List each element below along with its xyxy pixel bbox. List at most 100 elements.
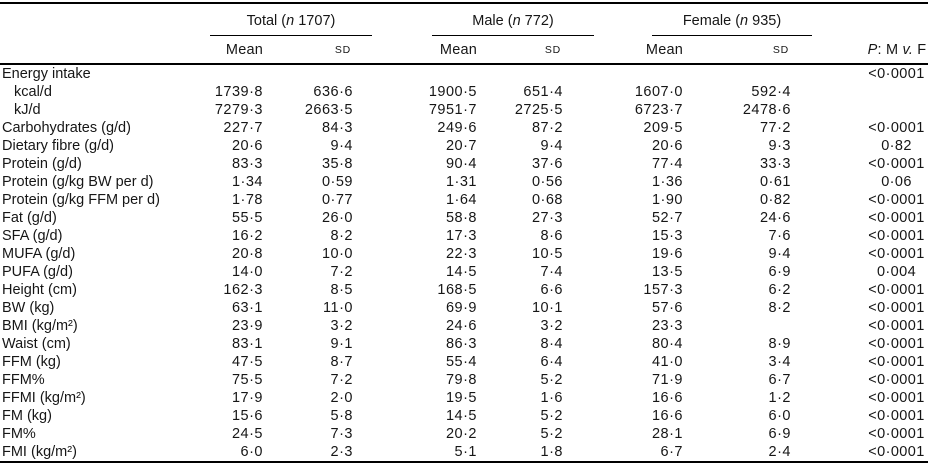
cell-male-sd: 87·2 <box>531 120 563 136</box>
group-header-row: Total (n 1707) Male (n 772) Female (n 93… <box>0 3 928 36</box>
cell-total-sd: 9·4 <box>330 138 353 154</box>
table-row: kcal/d 1739·8 636·6 1900·5 651·4 1607·0 592·4 <box>0 83 928 101</box>
row-label: BW (kg) <box>2 300 55 316</box>
cell-p-value: <0·0001 <box>868 228 925 244</box>
cell-male-mean: 90·4 <box>445 156 477 172</box>
table-row: PUFA (g/d) 14·0 7·2 14·5 7·4 13·5 6·9 0·004 <box>0 263 928 281</box>
header-male-mean: Mean <box>358 36 482 65</box>
p-end-text: F <box>913 41 927 58</box>
table-row: Waist (cm) 83·1 9·1 86·3 8·4 80·4 8·9 <0·0001 <box>0 335 928 353</box>
cell-female-mean: 1607·0 <box>634 84 683 100</box>
cell-p-value: <0·0001 <box>868 390 925 406</box>
label-column-spacer <box>0 3 195 36</box>
cell-p-value: 0·06 <box>881 174 912 190</box>
cell-male-mean: 20·7 <box>445 138 477 154</box>
cell-female-sd <box>688 317 796 335</box>
cell-total-mean: 227·7 <box>223 120 263 136</box>
cell-total-mean: 47·5 <box>231 354 263 370</box>
cell-male-sd: 10·5 <box>531 246 563 262</box>
row-label: PUFA (g/d) <box>2 264 73 280</box>
cell-male-mean: 7951·7 <box>428 102 477 118</box>
row-label: kJ/d <box>14 102 41 118</box>
cell-p-value: <0·0001 <box>868 354 925 370</box>
cell-male-mean: 5·1 <box>454 444 477 460</box>
cell-female-mean: 19·6 <box>651 246 683 262</box>
cell-total-sd: 7·3 <box>330 426 353 442</box>
row-label: Energy intake <box>2 66 91 82</box>
header-female-mean: Mean <box>568 36 688 65</box>
cell-female-sd: 1·2 <box>768 390 791 406</box>
row-label: Protein (g/kg BW per d) <box>2 174 154 190</box>
table-row: Dietary fibre (g/d) 20·6 9·4 20·7 9·4 20·6 9·3… <box>0 137 928 155</box>
cell-male-sd: 1·6 <box>540 390 563 406</box>
cell-p-value: <0·0001 <box>868 156 925 172</box>
cell-total-mean: 6·0 <box>240 444 263 460</box>
cell-male-mean: 14·5 <box>445 264 477 280</box>
cell-p-value: <0·0001 <box>868 66 925 82</box>
cell-total-mean: 14·0 <box>231 264 263 280</box>
row-label: kcal/d <box>14 84 52 100</box>
group-label-text: Female ( <box>682 13 741 29</box>
cell-male-mean: 249·6 <box>437 120 477 136</box>
table-row: Height (cm) 162·3 8·5 168·5 6·6 157·3 6·2 <0·00… <box>0 281 928 299</box>
cell-female-mean: 209·5 <box>643 120 683 136</box>
cell-male-mean: 58·8 <box>445 210 477 226</box>
cell-male-sd: 27·3 <box>531 210 563 226</box>
table-row: kJ/d 7279·3 2663·5 7951·7 2725·5 6723·7 2478·6 <box>0 101 928 119</box>
cell-total-sd: 8·2 <box>330 228 353 244</box>
cell-p-value: <0·0001 <box>868 120 925 136</box>
cell-total-mean: 20·6 <box>231 138 263 154</box>
cell-p-value: 0·004 <box>876 264 917 280</box>
cell-p-value: <0·0001 <box>868 426 925 442</box>
cell-male-sd: 2725·5 <box>514 102 563 118</box>
cell-total-mean: 63·1 <box>231 300 263 316</box>
group-label-count: 772) <box>520 13 554 29</box>
cell-total-sd: 2·0 <box>330 390 353 406</box>
cell-female-sd: 33·3 <box>759 156 791 172</box>
cell-male-sd: 0·68 <box>531 192 563 208</box>
cell-female-sd: 9·4 <box>768 246 791 262</box>
cell-female-mean: 1·90 <box>651 192 683 208</box>
cell-total-sd: 10·0 <box>321 246 353 262</box>
cell-p-value: <0·0001 <box>868 192 925 208</box>
table-row: FFM (kg) 47·5 8·7 55·4 6·4 41·0 3·4 <0·0001 <box>0 353 928 371</box>
cell-total-mean: 16·2 <box>231 228 263 244</box>
table-row: MUFA (g/d) 20·8 10·0 22·3 10·5 19·6 9·4 <0·0001 <box>0 245 928 263</box>
cell-female-mean: 157·3 <box>643 282 683 298</box>
cell-total-mean: 55·5 <box>231 210 263 226</box>
p-column-spacer <box>796 3 928 36</box>
row-label: FM (kg) <box>2 408 52 424</box>
cell-total-sd: 84·3 <box>321 120 353 136</box>
cell-female-sd: 6·9 <box>768 426 791 442</box>
cell-female-sd: 8·2 <box>768 300 791 316</box>
cell-p-value: <0·0001 <box>868 282 925 298</box>
cell-male-sd: 7·4 <box>540 264 563 280</box>
cell-total-sd: 2·3 <box>330 444 353 460</box>
cell-male-sd <box>482 64 568 83</box>
cell-total-sd: 2663·5 <box>304 102 353 118</box>
table-row: Energy intake <0·0001 <box>0 64 928 83</box>
cell-p-value: <0·0001 <box>868 318 925 334</box>
cell-female-sd: 0·82 <box>759 192 791 208</box>
cell-male-sd: 6·6 <box>540 282 563 298</box>
cell-p-value: <0·0001 <box>868 246 925 262</box>
cell-female-mean: 16·6 <box>651 390 683 406</box>
cell-total-mean: 23·9 <box>231 318 263 334</box>
col-group-total: Total (n 1707) <box>195 3 372 36</box>
cell-total-sd: 11·0 <box>323 300 353 316</box>
cell-male-sd: 3·2 <box>540 318 563 334</box>
cell-total-mean: 162·3 <box>223 282 263 298</box>
cell-male-sd: 0·56 <box>531 174 563 190</box>
row-label: Dietary fibre (g/d) <box>2 138 115 154</box>
row-label: Protein (g/kg FFM per d) <box>2 192 160 208</box>
cell-p-value: 0·82 <box>881 138 912 154</box>
cell-female-sd: 77·2 <box>759 120 791 136</box>
cell-female-sd: 9·3 <box>768 138 791 154</box>
cell-total-sd: 8·7 <box>330 354 353 370</box>
cell-female-sd: 6·9 <box>768 264 791 280</box>
cell-male-sd: 6·4 <box>540 354 563 370</box>
col-group-female: Female (n 935) <box>568 3 812 36</box>
table-row: FMI (kg/m²) 6·0 2·3 5·1 1·8 6·7 2·4 <0·0001 <box>0 443 928 462</box>
